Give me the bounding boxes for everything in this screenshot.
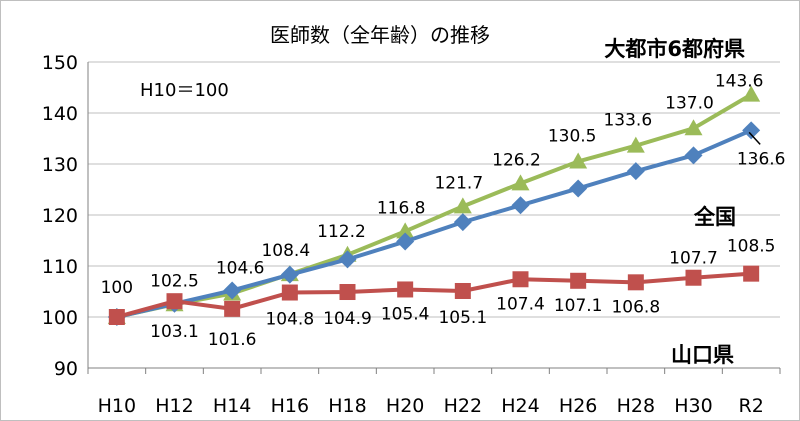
y-tick-label-150: 150 <box>42 52 78 74</box>
point-marker-square <box>339 284 356 301</box>
point-marker-diamond <box>280 265 299 284</box>
data-label: 105.1 <box>438 308 487 328</box>
data-label: 137.0 <box>665 93 714 113</box>
series-lines <box>107 85 761 326</box>
point-marker-diamond <box>684 146 703 165</box>
series-line-2 <box>116 271 752 319</box>
x-tick-label-H20: H20 <box>386 395 424 417</box>
data-label: 116.8 <box>377 198 426 218</box>
x-tick-label-H16: H16 <box>271 395 309 417</box>
x-tick-label-H26: H26 <box>559 395 597 417</box>
data-label: 105.4 <box>381 304 430 324</box>
x-tick-label-H10: H10 <box>98 395 136 417</box>
data-label: 107.1 <box>554 296 603 316</box>
point-marker-square <box>743 265 760 282</box>
data-label: 104.8 <box>265 310 314 330</box>
point-marker-square <box>627 274 644 291</box>
point-marker-square <box>108 309 125 325</box>
point-marker-diamond <box>742 121 761 140</box>
data-label: 102.5 <box>150 271 199 291</box>
x-tick-label-H30: H30 <box>674 395 712 417</box>
data-label: 104.9 <box>323 309 372 329</box>
data-label: 100 <box>101 278 133 298</box>
point-marker-square <box>166 293 183 310</box>
series-line-0 <box>116 92 753 319</box>
series-name-label: 大都市6都府県 <box>604 37 745 61</box>
x-tick-label-H12: H12 <box>155 395 193 417</box>
point-marker-triangle <box>511 174 530 191</box>
x-tick-label-H22: H22 <box>444 395 482 417</box>
data-label: 121.7 <box>434 173 483 193</box>
y-tick-label-120: 120 <box>42 205 78 227</box>
data-label: 126.2 <box>492 150 541 170</box>
point-marker-triangle <box>453 197 472 214</box>
point-marker-square <box>512 271 529 288</box>
x-tick-label-H24: H24 <box>501 395 539 417</box>
data-label: 106.8 <box>611 297 660 317</box>
series-name-label: 全国 <box>693 205 736 229</box>
point-marker-diamond <box>396 232 415 251</box>
point-marker-square <box>685 269 702 286</box>
x-tick-label-H14: H14 <box>213 395 251 417</box>
y-tick-label-140: 140 <box>42 103 78 125</box>
point-marker-triangle <box>396 222 415 239</box>
point-marker-square <box>397 281 414 298</box>
axes: 90 100 110 120 130 140 150 H10 H12 H14 H16 H18 H20 H2… <box>42 52 781 417</box>
data-label: 108.4 <box>261 241 310 261</box>
x-tick-label-H18: H18 <box>328 395 366 417</box>
series-name-label: 山口県 <box>671 343 734 367</box>
point-marker-diamond <box>453 213 472 232</box>
x-tick-label-R2: R2 <box>739 395 764 417</box>
data-label: 101.6 <box>208 330 257 350</box>
point-marker-diamond <box>511 196 530 215</box>
point-marker-triangle <box>684 119 703 136</box>
chart-title: 医師数（全年齢）の推移 <box>270 23 490 47</box>
point-marker-square <box>224 300 241 317</box>
point-marker-triangle <box>569 152 588 169</box>
data-label: 107.7 <box>669 249 718 269</box>
y-tick-label-100: 100 <box>42 307 78 329</box>
data-label: 112.2 <box>317 222 366 242</box>
point-marker-triangle <box>626 136 645 153</box>
data-label: 108.5 <box>727 237 776 257</box>
data-label: 143.6 <box>715 72 764 92</box>
data-label: 107.4 <box>496 294 545 314</box>
point-marker-triangle <box>742 85 761 102</box>
point-marker-square <box>454 282 471 299</box>
data-label: 136.6 <box>737 149 786 169</box>
y-tick-label-110: 110 <box>42 256 78 278</box>
x-tick-label-H28: H28 <box>617 395 655 417</box>
y-tick-label-130: 130 <box>42 154 78 176</box>
data-label: 103.1 <box>150 322 199 342</box>
point-marker-diamond <box>338 250 357 269</box>
y-tick-label-90: 90 <box>54 358 78 380</box>
point-marker-diamond <box>223 281 242 300</box>
point-marker-square <box>281 284 298 301</box>
point-marker-square <box>570 272 587 289</box>
label-leader-line <box>748 131 761 145</box>
point-marker-diamond <box>569 179 588 198</box>
data-label: 133.6 <box>603 111 652 131</box>
point-marker-diamond <box>626 162 645 181</box>
data-label: 130.5 <box>548 126 597 146</box>
baseline-annotation: H10＝100 <box>140 80 229 101</box>
series-line-1 <box>116 128 752 319</box>
data-label: 104.6 <box>216 259 265 279</box>
